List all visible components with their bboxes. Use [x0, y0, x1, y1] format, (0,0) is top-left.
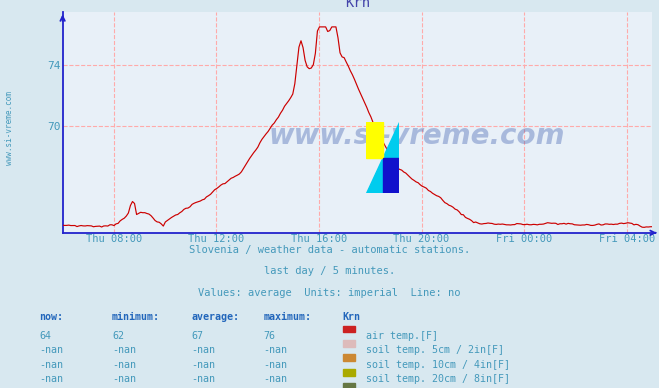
Text: minimum:: minimum:: [112, 312, 160, 322]
Text: -nan: -nan: [112, 360, 136, 370]
Text: soil temp. 20cm / 8in[F]: soil temp. 20cm / 8in[F]: [366, 374, 510, 384]
Text: -nan: -nan: [264, 345, 287, 355]
Text: Slovenia / weather data - automatic stations.: Slovenia / weather data - automatic stat…: [189, 245, 470, 255]
Text: -nan: -nan: [264, 360, 287, 370]
Text: air temp.[F]: air temp.[F]: [366, 331, 438, 341]
Text: Values: average  Units: imperial  Line: no: Values: average Units: imperial Line: no: [198, 288, 461, 298]
Text: -nan: -nan: [112, 345, 136, 355]
Text: 67: 67: [191, 331, 203, 341]
Text: -nan: -nan: [112, 374, 136, 384]
Text: -nan: -nan: [40, 374, 63, 384]
Text: average:: average:: [191, 312, 239, 322]
Text: soil temp. 10cm / 4in[F]: soil temp. 10cm / 4in[F]: [366, 360, 510, 370]
Text: www.si-vreme.com: www.si-vreme.com: [5, 91, 14, 165]
Text: www.si-vreme.com: www.si-vreme.com: [269, 122, 565, 150]
Title: Krn: Krn: [345, 0, 370, 10]
Text: 76: 76: [264, 331, 275, 341]
Text: -nan: -nan: [191, 374, 215, 384]
Text: -nan: -nan: [191, 360, 215, 370]
Text: -nan: -nan: [191, 345, 215, 355]
Text: now:: now:: [40, 312, 63, 322]
Text: soil temp. 5cm / 2in[F]: soil temp. 5cm / 2in[F]: [366, 345, 503, 355]
Text: last day / 5 minutes.: last day / 5 minutes.: [264, 267, 395, 276]
Text: -nan: -nan: [40, 360, 63, 370]
Text: -nan: -nan: [264, 374, 287, 384]
Text: 64: 64: [40, 331, 51, 341]
Text: Krn: Krn: [343, 312, 360, 322]
Text: maximum:: maximum:: [264, 312, 312, 322]
Text: 62: 62: [112, 331, 124, 341]
Text: -nan: -nan: [40, 345, 63, 355]
